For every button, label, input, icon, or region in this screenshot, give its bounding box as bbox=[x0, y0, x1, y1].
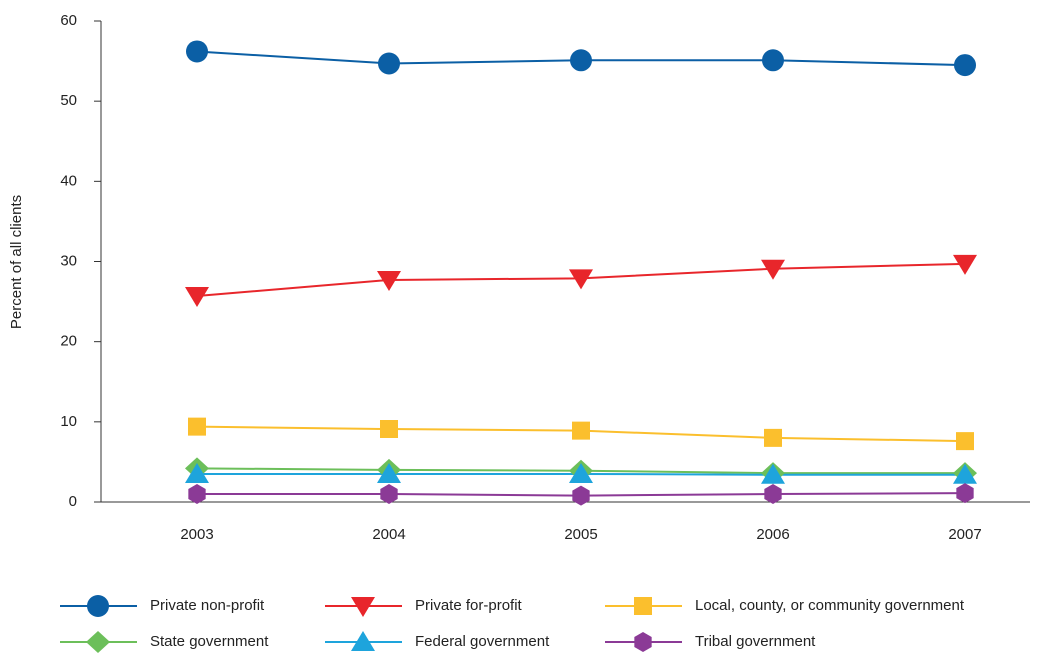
legend-marker bbox=[351, 597, 375, 617]
marker bbox=[572, 421, 590, 440]
x-tick-label: 2003 bbox=[180, 526, 213, 543]
legend-label: Private non-profit bbox=[150, 597, 265, 614]
legend-marker bbox=[87, 595, 109, 617]
marker bbox=[954, 54, 976, 77]
marker bbox=[186, 40, 208, 63]
marker bbox=[764, 483, 782, 504]
legend-label: Tribal government bbox=[695, 633, 816, 650]
legend-label: Local, county, or community government bbox=[695, 597, 965, 614]
legend-label: State government bbox=[150, 633, 269, 650]
marker bbox=[572, 485, 590, 506]
marker bbox=[953, 463, 977, 484]
x-tick-label: 2007 bbox=[948, 526, 981, 543]
marker bbox=[188, 417, 206, 436]
y-tick-label: 10 bbox=[60, 413, 77, 430]
x-tick-label: 2004 bbox=[372, 526, 405, 543]
marker bbox=[956, 483, 974, 504]
legend-marker bbox=[634, 632, 652, 652]
marker bbox=[761, 463, 785, 484]
legend-label: Private for-profit bbox=[415, 597, 523, 614]
marker bbox=[762, 49, 784, 72]
marker bbox=[377, 270, 401, 291]
y-tick-label: 0 bbox=[69, 493, 77, 510]
y-tick-label: 30 bbox=[60, 252, 77, 269]
marker bbox=[377, 462, 401, 483]
y-tick-label: 60 bbox=[60, 12, 77, 29]
marker bbox=[570, 49, 592, 72]
marker bbox=[953, 254, 977, 275]
legend-marker bbox=[86, 631, 110, 653]
marker bbox=[761, 259, 785, 280]
y-axis-label: Percent of all clients bbox=[8, 195, 25, 329]
marker bbox=[764, 428, 782, 447]
x-tick-label: 2005 bbox=[564, 526, 597, 543]
legend-marker bbox=[634, 597, 652, 615]
legend-label: Federal government bbox=[415, 633, 550, 650]
marker bbox=[569, 462, 593, 483]
marker bbox=[380, 420, 398, 439]
marker bbox=[185, 462, 209, 483]
marker bbox=[185, 286, 209, 307]
marker bbox=[188, 483, 206, 504]
y-tick-label: 40 bbox=[60, 172, 77, 189]
y-tick-label: 50 bbox=[60, 92, 77, 109]
marker bbox=[378, 52, 400, 75]
marker bbox=[956, 432, 974, 451]
marker bbox=[569, 269, 593, 290]
y-tick-label: 20 bbox=[60, 333, 77, 350]
marker bbox=[380, 483, 398, 504]
x-tick-label: 2006 bbox=[756, 526, 789, 543]
legend-marker bbox=[351, 631, 375, 651]
